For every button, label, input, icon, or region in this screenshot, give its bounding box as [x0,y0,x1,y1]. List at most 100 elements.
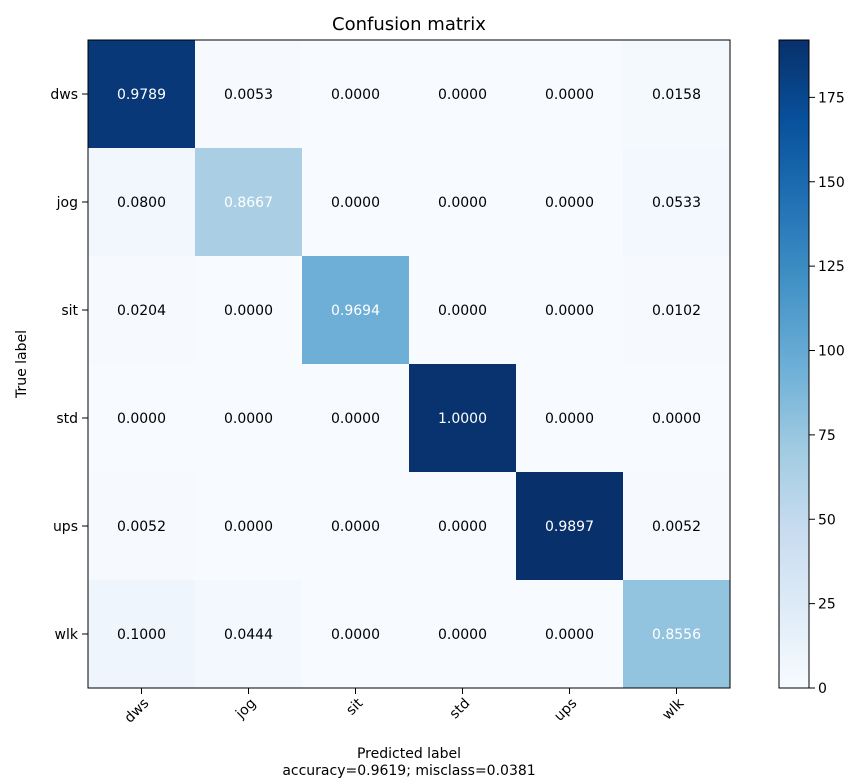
heatmap-cell [623,256,731,365]
heatmap-cell [195,364,303,473]
x-axis-sublabel: accuracy=0.9619; misclass=0.0381 [282,763,535,779]
cell-value-label: 0.0533 [652,195,701,211]
cell-value-label: 0.0000 [117,411,166,427]
cell-value-label: 0.0052 [652,519,701,535]
x-tick-label: ups [551,696,580,725]
cell-value-label: 0.0000 [224,411,273,427]
colorbar-tick-label: 150 [818,175,845,191]
cell-value-label: 0.8667 [224,195,273,211]
colorbar-tick-label: 75 [818,428,836,444]
y-tick-label: dws [50,87,78,103]
chart-title: Confusion matrix [332,14,486,35]
heatmap-cell [88,364,196,473]
cell-value-label: 0.0000 [545,87,594,103]
cell-value-label: 0.0102 [652,303,701,319]
heatmap-cell [195,256,303,365]
cell-value-label: 0.0000 [331,87,380,103]
cell-value-label: 0.0053 [224,87,273,103]
x-tick-label: sit [343,695,366,718]
heatmap-cell [302,40,410,149]
colorbar-tick-label: 50 [818,512,836,528]
heatmap-cell [302,364,410,473]
y-tick-label: std [56,411,78,427]
heatmap-cell [302,580,410,689]
cell-value-label: 0.0000 [331,519,380,535]
cell-value-label: 0.9897 [545,519,594,535]
y-axis-label: True label [14,330,30,399]
heatmap-cell [302,148,410,257]
y-tick-label: jog [56,195,78,211]
cell-value-label: 0.0000 [545,627,594,643]
cell-value-label: 0.0000 [331,411,380,427]
heatmap-cell [516,580,624,689]
x-tick-label: wlk [659,695,688,724]
heatmap-cell [409,472,517,581]
x-tick-label: dws [121,696,152,727]
heatmap-cell [409,40,517,149]
cell-value-label: 0.0000 [331,627,380,643]
heatmap-cell [409,148,517,257]
colorbar-ticks: 0 25 50 75 100 125 150 175 [809,90,845,697]
cell-value-label: 0.0000 [331,195,380,211]
heatmap-cell [195,148,303,257]
cell-value-label: 0.0000 [224,303,273,319]
y-tick-label: sit [61,303,78,319]
cell-value-label: 0.8556 [652,627,701,643]
y-axis-ticks: dws jog sit std ups wlk [50,87,88,643]
y-tick-label: ups [53,519,78,535]
heatmap-cell [88,472,196,581]
heatmap-cells [88,40,731,689]
cell-value-label: 0.0052 [117,519,166,535]
cell-value-label: 0.0444 [224,627,273,643]
colorbar-gradient [778,39,810,689]
cell-value-label: 0.0000 [438,627,487,643]
cell-value-label: 0.9694 [331,303,380,319]
colorbar-tick-label: 0 [818,681,827,697]
cell-value-label: 0.0000 [438,519,487,535]
colorbar: 0 25 50 75 100 125 150 175 [778,39,845,697]
cell-value-label: 0.0000 [438,303,487,319]
heatmap-cell [516,364,624,473]
cell-value-label: 0.0000 [438,87,487,103]
cell-value-label: 0.0000 [545,411,594,427]
heatmap-cell [623,472,731,581]
cell-value-label: 0.0000 [652,411,701,427]
cell-value-label: 0.1000 [117,627,166,643]
heatmap-cell [409,256,517,365]
colorbar-tick-label: 100 [818,344,845,360]
heatmap-cell [516,40,624,149]
heatmap-cell [195,580,303,689]
x-tick-label: jog [232,696,259,723]
heatmap-cell [623,40,731,149]
heatmap-cell [88,256,196,365]
heatmap-cell [623,148,731,257]
heatmap-cell [88,580,196,689]
cell-value-label: 0.0000 [545,303,594,319]
cell-value-label: 0.9789 [117,87,166,103]
colorbar-tick-label: 175 [818,90,845,106]
heatmap-cell [88,40,196,149]
colorbar-tick-label: 25 [818,597,836,613]
cell-value-label: 0.0000 [224,519,273,535]
heatmap-cell [623,364,731,473]
heatmap-cell [516,256,624,365]
cell-value-label: 1.0000 [438,411,487,427]
heatmap-cell [195,40,303,149]
y-tick-label: wlk [55,627,79,643]
heatmap-cell [409,364,517,473]
colorbar-tick-label: 125 [818,259,845,275]
cell-value-label: 0.0204 [117,303,166,319]
plot-frame [87,39,731,689]
heatmap-cell [516,148,624,257]
cell-value-label: 0.0000 [545,195,594,211]
heatmap-cell-labels: 0.9789 0.0053 0.0000 0.0000 0.0000 0.0158 0.08… [117,87,701,643]
heatmap-cell [88,148,196,257]
cell-value-label: 0.0000 [438,195,487,211]
x-axis-ticks: dws jog sit std ups wlk [121,688,688,727]
cell-value-label: 0.0800 [117,195,166,211]
heatmap-cell [623,580,731,689]
heatmap-cell [516,472,624,581]
heatmap-cell [409,580,517,689]
heatmap-cell [302,472,410,581]
